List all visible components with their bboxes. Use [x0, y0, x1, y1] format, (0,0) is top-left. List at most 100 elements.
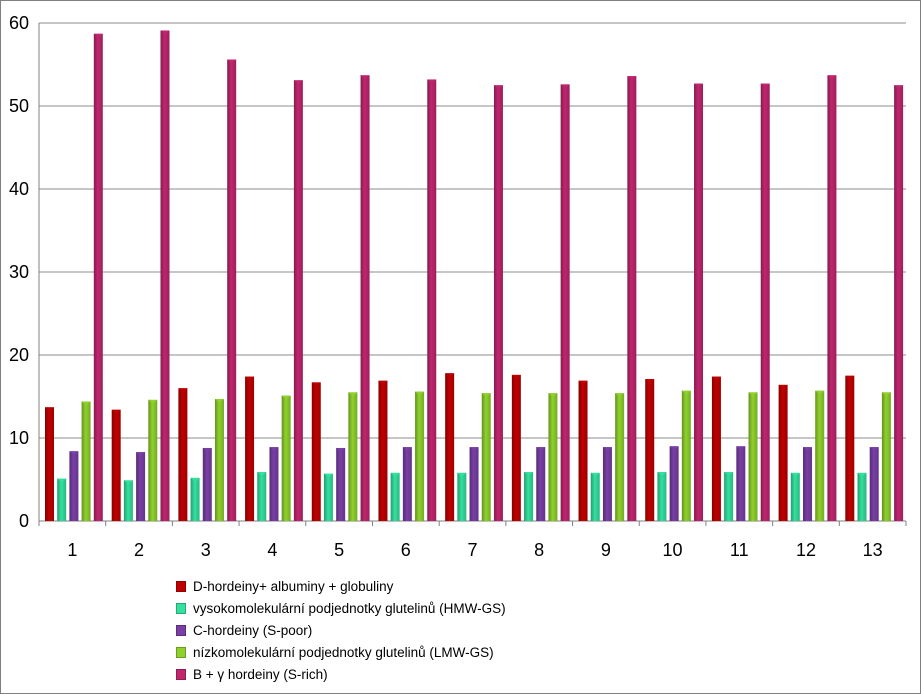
bar	[45, 407, 54, 521]
bar	[711, 376, 721, 521]
bar	[894, 85, 904, 521]
bar	[548, 393, 558, 521]
bar	[269, 447, 279, 521]
bar-top	[202, 447, 212, 452]
y-tick-label: 60	[9, 13, 29, 33]
bar-top	[402, 447, 412, 452]
bar-top	[748, 392, 758, 397]
bar	[245, 376, 255, 521]
y-tick-label: 0	[19, 511, 29, 531]
bar	[615, 393, 625, 521]
bar	[57, 478, 67, 521]
bar	[348, 392, 358, 521]
bar-top	[627, 76, 637, 81]
bar	[524, 472, 534, 521]
x-tick-label: 7	[467, 540, 477, 560]
bar	[311, 382, 321, 521]
bar-top	[227, 59, 237, 64]
y-tick-label: 30	[9, 262, 29, 282]
bar-top	[736, 446, 746, 451]
bar	[281, 395, 291, 521]
bar-top	[245, 376, 255, 381]
bar	[111, 409, 121, 521]
y-tick-label: 40	[9, 179, 29, 199]
bar	[681, 390, 691, 521]
bar-top	[481, 393, 491, 398]
x-tick-label: 3	[201, 540, 211, 560]
bar	[415, 391, 425, 521]
bar-top	[160, 30, 170, 35]
bar-top	[694, 83, 704, 88]
bar-top	[827, 75, 837, 80]
bar	[857, 472, 867, 521]
legend-swatch-hmw-gs	[176, 602, 186, 614]
bar	[602, 447, 612, 521]
x-tick-label: 9	[601, 540, 611, 560]
bar	[293, 80, 303, 522]
x-tick-label: 4	[267, 540, 277, 560]
bar	[724, 472, 734, 521]
bar	[748, 392, 758, 521]
bar-top	[45, 407, 54, 412]
bar-top	[415, 391, 425, 396]
bar	[803, 447, 813, 521]
bar-top	[493, 85, 503, 90]
bar	[81, 401, 91, 521]
legend-item-b-gamma-hordeiny: B + γ hordeiny (S-rich)	[176, 663, 506, 685]
bar-top	[548, 393, 558, 398]
bar	[402, 447, 412, 521]
bar-top	[857, 472, 867, 477]
x-tick-label: 6	[401, 540, 411, 560]
bar	[627, 76, 637, 522]
bar	[511, 374, 521, 521]
x-tick-label: 13	[863, 540, 883, 560]
x-tick-label: 5	[334, 540, 344, 560]
legend-swatch-b-gamma-hordeiny	[176, 668, 186, 680]
bar-top	[390, 472, 400, 477]
legend-label-lmw-gs: nízkomolekulární podjednotky glutelinů (…	[193, 644, 494, 660]
x-tick-label: 2	[134, 540, 144, 560]
bar-top	[845, 375, 855, 380]
bar	[160, 30, 170, 521]
bar-top	[881, 392, 891, 397]
bar-top	[645, 379, 655, 384]
legend-label-d-hordeiny: D-hordeiny+ albuminy + globuliny	[193, 578, 394, 594]
x-tick-label: 11	[730, 540, 749, 560]
bar-top	[815, 390, 825, 395]
legend-item-hmw-gs: vysokomolekulární podjednotky glutelinů …	[176, 597, 506, 619]
bar	[136, 452, 146, 521]
bar	[227, 59, 237, 522]
bar	[778, 384, 788, 521]
bar-top	[57, 478, 67, 483]
legend-swatch-lmw-gs	[176, 646, 186, 658]
bar-top	[81, 401, 91, 406]
bar-top	[123, 480, 133, 485]
bar-top	[311, 382, 321, 387]
bar-top	[190, 477, 200, 482]
bar-top	[457, 472, 467, 477]
bar-top	[293, 80, 303, 85]
bar-top	[778, 384, 788, 389]
bar	[257, 472, 267, 521]
bar	[869, 447, 879, 521]
bar	[445, 373, 455, 521]
bar-top	[269, 447, 279, 452]
y-tick-label: 50	[9, 96, 29, 116]
bar-top	[615, 393, 625, 398]
bar	[123, 480, 133, 521]
x-tick-label: 10	[663, 540, 683, 560]
bar	[178, 388, 188, 521]
legend-item-lmw-gs: nízkomolekulární podjednotky glutelinů (…	[176, 641, 506, 663]
bar	[578, 380, 588, 521]
legend-label-c-hordeiny: C-hordeiny (S-poor)	[193, 622, 313, 638]
bar	[214, 398, 224, 521]
bar	[760, 83, 770, 521]
legend-item-d-hordeiny: D-hordeiny+ albuminy + globuliny	[176, 575, 506, 597]
bar	[493, 85, 503, 521]
legend-label-b-gamma-hordeiny: B + γ hordeiny (S-rich)	[193, 666, 328, 682]
bar	[148, 399, 158, 521]
bar-top	[281, 395, 291, 400]
bar-top	[711, 376, 721, 381]
bar-top	[657, 472, 667, 477]
